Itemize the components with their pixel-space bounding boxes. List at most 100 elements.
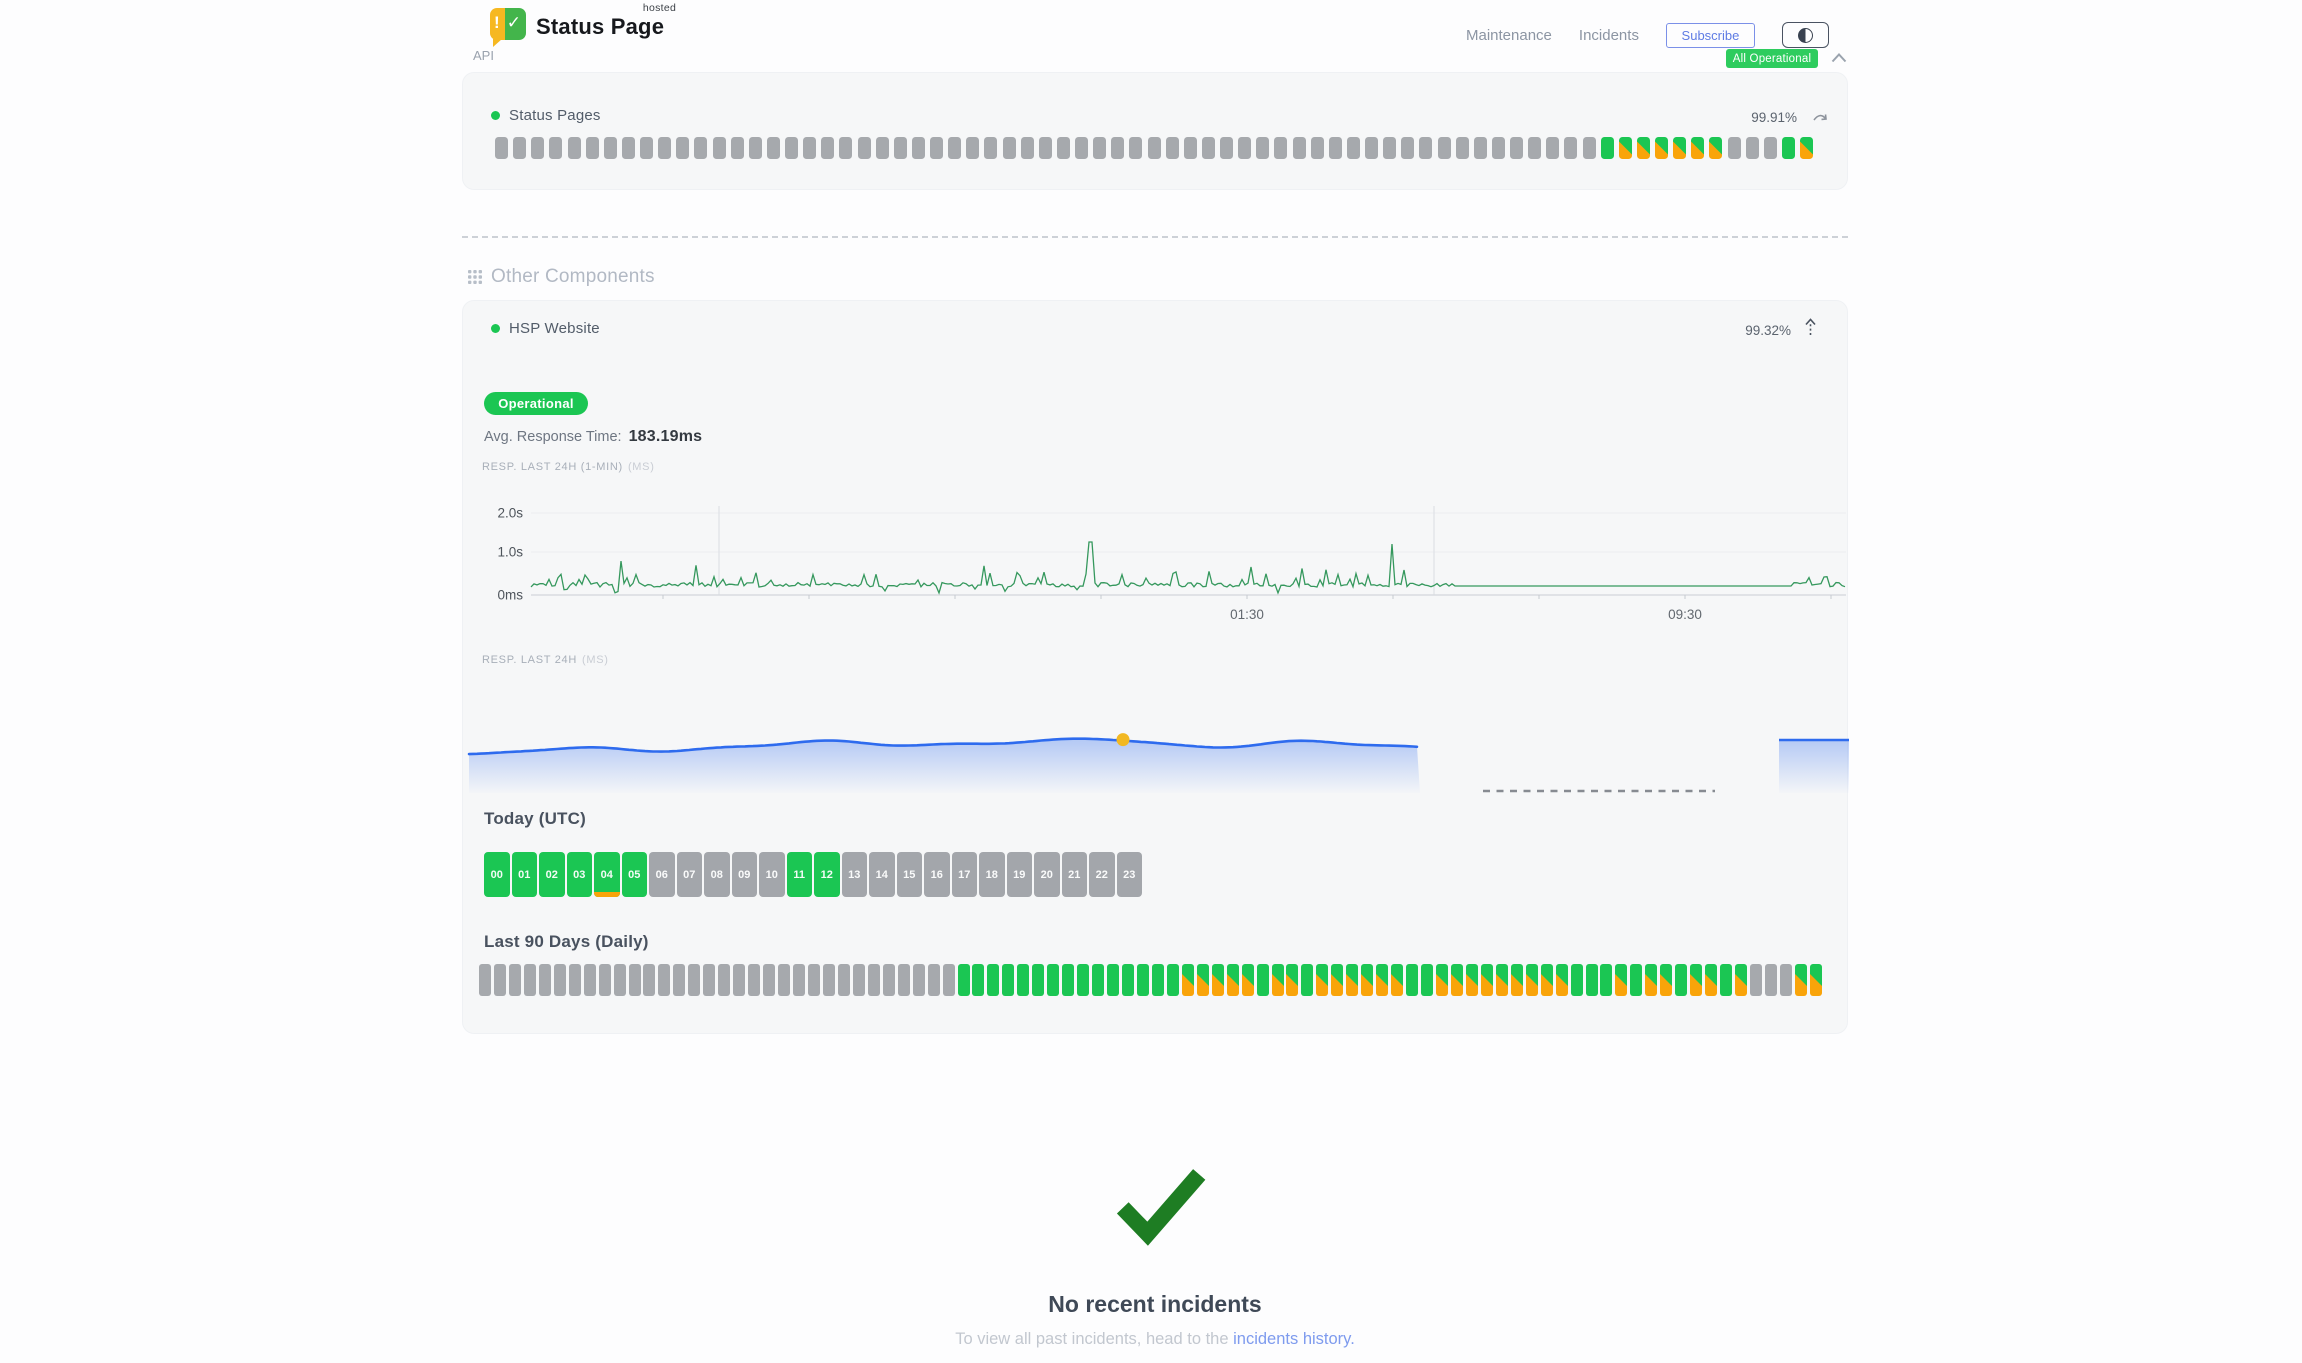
uptime-bar[interactable] [766,137,780,159]
uptime-bar[interactable] [1020,137,1034,159]
uptime-bar[interactable] [621,137,635,159]
uptime-bar[interactable] [1077,964,1090,996]
incidents-history-link[interactable]: incidents history. [1233,1330,1355,1348]
uptime-bar[interactable] [1564,137,1578,159]
uptime-bar[interactable] [1675,964,1688,996]
uptime-bar[interactable] [803,137,817,159]
uptime-bar[interactable] [1301,964,1314,996]
uptime-bar[interactable] [1673,137,1687,159]
uptime-bar[interactable] [733,964,746,996]
uptime-bar[interactable] [1800,137,1813,159]
uptime-bar[interactable] [1391,964,1404,996]
uptime-bar[interactable] [1636,137,1650,159]
uptime-bar[interactable] [1585,964,1598,996]
uptime-bar[interactable] [1062,964,1075,996]
hour-block[interactable]: 03 [566,852,592,897]
uptime-bar[interactable] [821,137,835,159]
uptime-bar[interactable] [1691,137,1705,159]
uptime-bar[interactable] [640,137,653,159]
uptime-bar[interactable] [748,964,761,996]
uptime-bar[interactable] [748,137,762,159]
uptime-bar[interactable] [1630,964,1643,996]
uptime-bar[interactable] [1121,964,1134,996]
refresh-icon[interactable] [1812,111,1829,124]
uptime-bar[interactable] [1316,964,1329,996]
uptime-bar[interactable] [867,964,880,996]
uptime-bar[interactable] [1745,137,1759,159]
collapse-arrow-icon[interactable] [1804,318,1817,337]
hour-block[interactable]: 12 [814,852,840,897]
response-time-1min-chart[interactable]: 2.0s 1.0s 0ms 01:30 09:30 [463,496,1849,636]
uptime-bar[interactable] [1455,137,1469,159]
uptime-bar[interactable] [1331,964,1344,996]
hour-block[interactable]: 07 [676,852,702,897]
hour-block[interactable]: 00 [484,852,510,897]
uptime-bar[interactable] [658,964,671,996]
uptime-bar[interactable] [1075,137,1088,159]
uptime-bar[interactable] [495,137,508,159]
uptime-bar[interactable] [583,964,596,996]
uptime-bar[interactable] [852,964,865,996]
hour-block[interactable]: 05 [621,852,647,897]
uptime-bar[interactable] [1510,137,1523,159]
uptime-bar[interactable] [538,964,551,996]
uptime-bar[interactable] [1256,137,1270,159]
uptime-bar[interactable] [837,964,850,996]
uptime-bar[interactable] [1111,137,1125,159]
uptime-bar[interactable] [785,137,798,159]
uptime-bar[interactable] [1136,964,1149,996]
hour-block[interactable]: 22 [1089,852,1115,897]
logo[interactable]: ! ✓ Status Page hosted [490,2,676,47]
uptime-bar[interactable] [1056,137,1070,159]
hour-block[interactable]: 06 [649,852,675,897]
uptime-bar[interactable] [1238,137,1252,159]
uptime-bar[interactable] [568,964,581,996]
uptime-bar[interactable] [1600,137,1614,159]
hour-block[interactable]: 11 [786,852,812,897]
uptime-bar[interactable] [793,964,806,996]
uptime-bar[interactable] [893,137,907,159]
uptime-bar[interactable] [1002,137,1016,159]
uptime-bar[interactable] [1437,137,1451,159]
uptime-bar[interactable] [1376,964,1389,996]
uptime-bar[interactable] [875,137,889,159]
uptime-bar[interactable] [643,964,656,996]
uptime-bar[interactable] [479,964,491,996]
uptime-bar[interactable] [1256,964,1269,996]
uptime-bar[interactable] [603,137,617,159]
hour-block[interactable]: 04 [594,852,620,897]
uptime-bar[interactable] [930,137,943,159]
uptime-bar[interactable] [628,964,641,996]
uptime-bar[interactable] [1491,137,1505,159]
uptime-bar[interactable] [1735,964,1748,996]
uptime-bar[interactable] [948,137,962,159]
uptime-bar[interactable] [1709,137,1723,159]
uptime-bar[interactable] [1480,964,1493,996]
nav-incidents[interactable]: Incidents [1578,26,1639,44]
uptime-bar[interactable] [1038,137,1052,159]
uptime-bar[interactable] [1166,964,1179,996]
uptime-bar[interactable] [1401,137,1415,159]
uptime-bar[interactable] [523,964,536,996]
uptime-bar[interactable] [1763,137,1777,159]
uptime-bar[interactable] [1002,964,1015,996]
uptime-bar[interactable] [882,964,895,996]
hour-block[interactable]: 20 [1034,852,1060,897]
uptime-bar[interactable] [1495,964,1508,996]
uptime-bar[interactable] [778,964,791,996]
uptime-bar[interactable] [531,137,545,159]
hour-block[interactable]: 15 [896,852,922,897]
uptime-bar[interactable] [585,137,599,159]
uptime-bar[interactable] [1421,964,1434,996]
uptime-bar[interactable] [1346,964,1359,996]
uptime-bar[interactable] [1436,964,1448,996]
uptime-bar[interactable] [694,137,708,159]
uptime-bar[interactable] [1528,137,1542,159]
uptime-bar[interactable] [688,964,701,996]
uptime-bar[interactable] [1151,964,1164,996]
uptime-bar[interactable] [1017,964,1030,996]
uptime-bar[interactable] [966,137,980,159]
uptime-bar[interactable] [1165,137,1179,159]
hour-block[interactable]: 13 [841,852,867,897]
uptime-bar[interactable] [1047,964,1060,996]
